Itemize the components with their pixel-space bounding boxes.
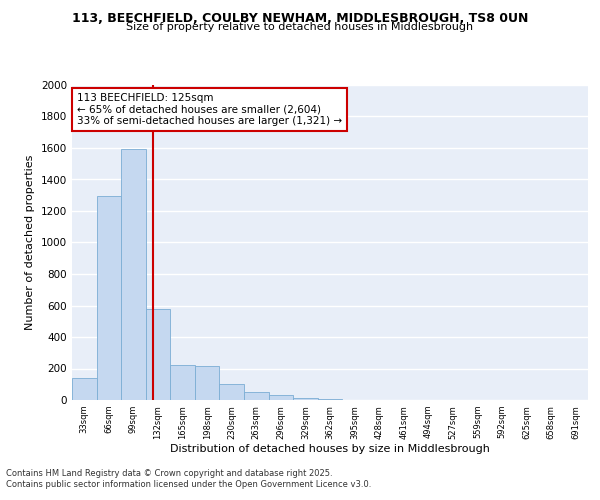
Bar [244,392,269,400]
Text: 113, BEECHFIELD, COULBY NEWHAM, MIDDLESBROUGH, TS8 0UN: 113, BEECHFIELD, COULBY NEWHAM, MIDDLESB… [72,12,528,26]
Bar [72,378,97,400]
Text: Size of property relative to detached houses in Middlesbrough: Size of property relative to detached ho… [127,22,473,32]
X-axis label: Distribution of detached houses by size in Middlesbrough: Distribution of detached houses by size … [170,444,490,454]
Bar [121,149,146,400]
Bar [97,196,121,400]
Bar [195,366,220,400]
Bar [220,384,244,400]
Text: 113 BEECHFIELD: 125sqm
← 65% of detached houses are smaller (2,604)
33% of semi-: 113 BEECHFIELD: 125sqm ← 65% of detached… [77,93,342,126]
Bar [318,399,342,400]
Bar [269,395,293,400]
Bar [170,366,195,400]
Text: Contains HM Land Registry data © Crown copyright and database right 2025.: Contains HM Land Registry data © Crown c… [6,468,332,477]
Text: Contains public sector information licensed under the Open Government Licence v3: Contains public sector information licen… [6,480,371,489]
Bar [293,398,318,400]
Bar [146,308,170,400]
Y-axis label: Number of detached properties: Number of detached properties [25,155,35,330]
